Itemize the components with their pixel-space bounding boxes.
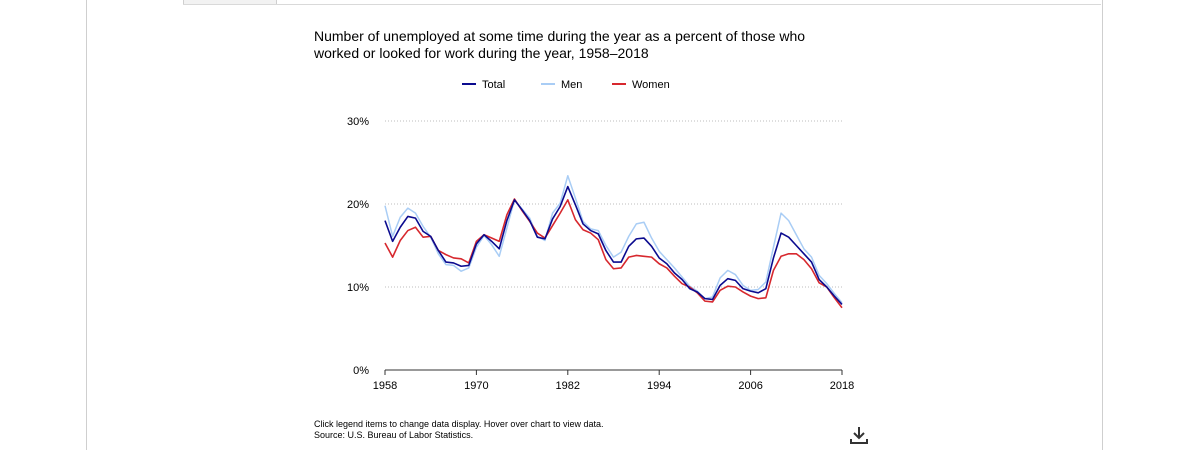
chart-legend[interactable]: Total Men Women	[462, 79, 670, 91]
legend-item-women[interactable]: Women	[612, 79, 670, 91]
panel-right-border	[1102, 0, 1103, 450]
x-tick-label: 1982	[556, 380, 580, 392]
legend-item-total[interactable]: Total	[462, 79, 505, 91]
legend-label: Women	[632, 79, 670, 91]
panel-left-border	[86, 0, 87, 450]
y-tick-label: 10%	[347, 282, 369, 294]
x-tick-label: 2018	[830, 380, 854, 392]
legend-label: Men	[561, 79, 582, 91]
chart-notes: Click legend items to change data displa…	[314, 419, 603, 441]
panel-top-border	[183, 4, 1101, 5]
x-tick-label: 1994	[647, 380, 671, 392]
chart-instructions: Click legend items to change data displa…	[314, 419, 604, 429]
download-icon[interactable]	[848, 424, 870, 446]
chart-series[interactable]	[384, 175, 843, 309]
y-tick-label: 0%	[353, 365, 369, 377]
legend-item-men[interactable]: Men	[541, 79, 582, 91]
chart-grid	[385, 120, 842, 288]
chart-axes: 0% 10% 20% 30% 1958 1970 1982 1994 2006 2018	[347, 116, 854, 392]
series-line-total[interactable]	[384, 185, 843, 305]
chart-title: Number of unemployed at some time during…	[314, 28, 806, 61]
y-tick-label: 20%	[347, 199, 369, 211]
x-tick-label: 1970	[464, 380, 488, 392]
y-tick-label: 30%	[347, 116, 369, 128]
series-line-men[interactable]	[384, 175, 843, 304]
series-line-women[interactable]	[384, 198, 843, 309]
legend-label: Total	[482, 79, 505, 91]
x-tick-label: 1958	[373, 380, 397, 392]
x-tick-label: 2006	[738, 380, 762, 392]
chart-source: Source: U.S. Bureau of Labor Statistics.	[314, 430, 474, 440]
